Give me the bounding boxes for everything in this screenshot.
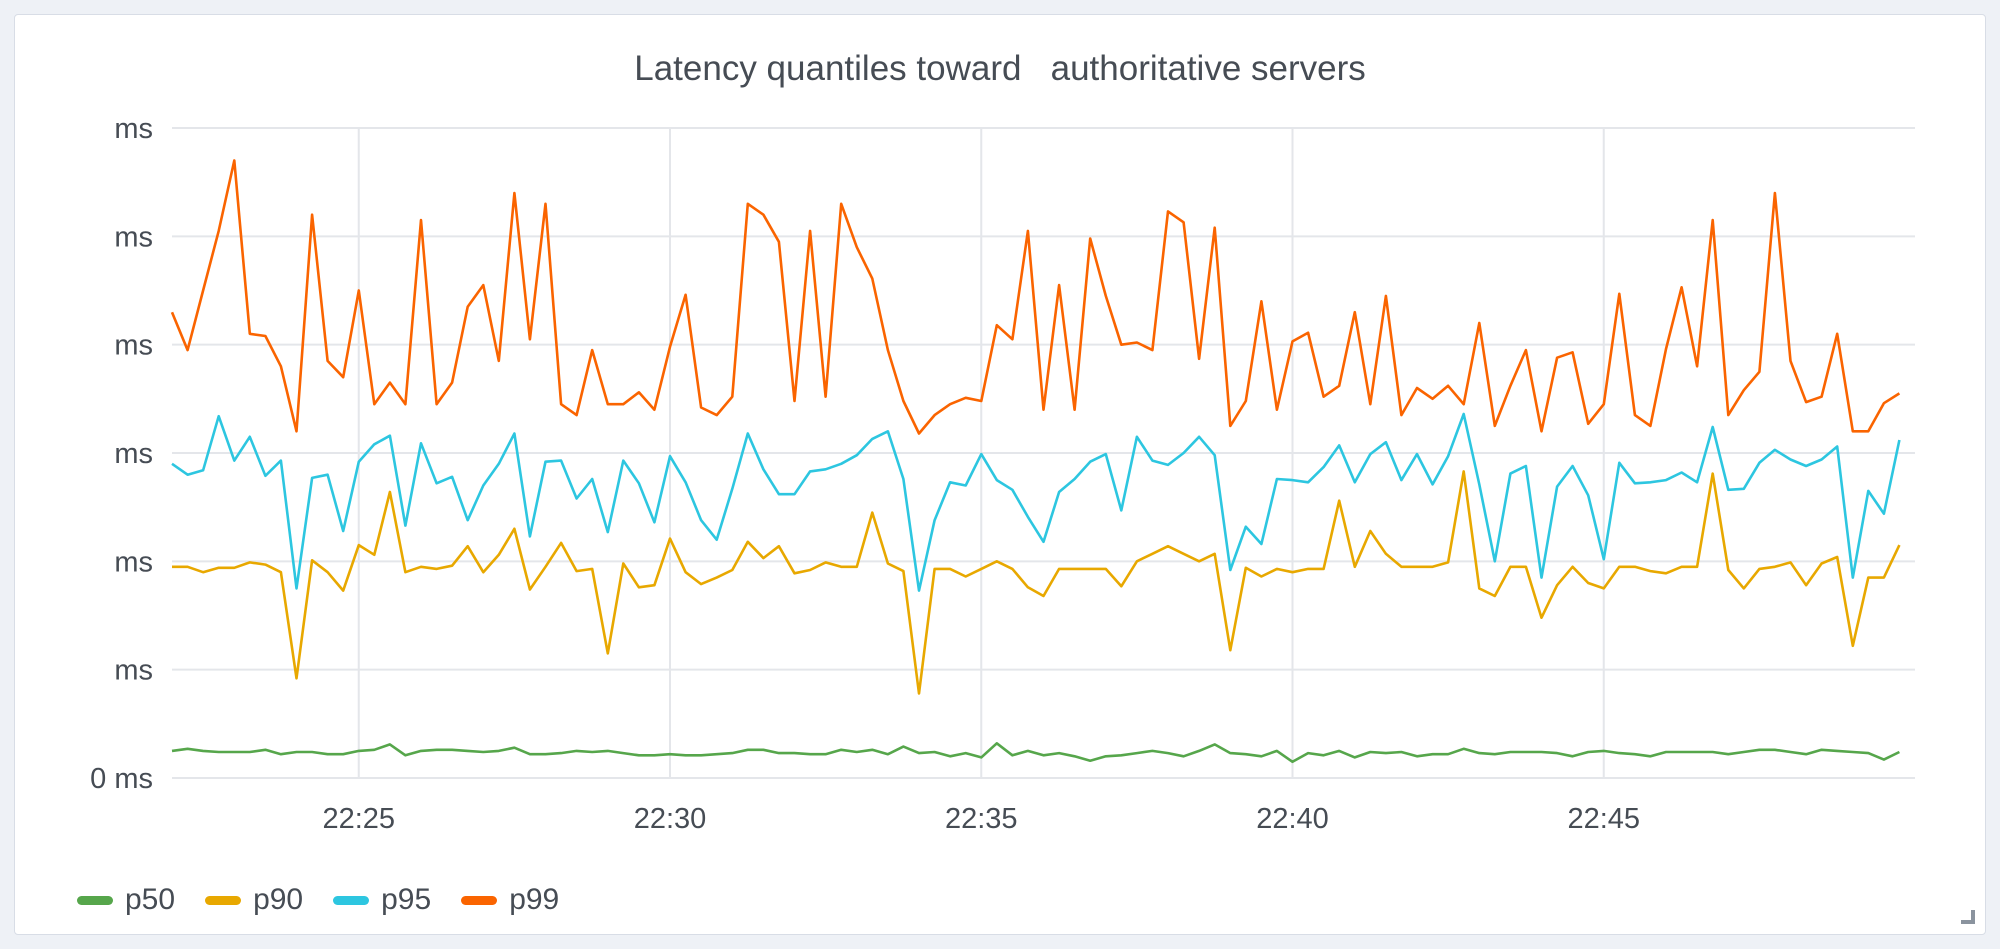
chart-title: Latency quantiles toward authoritative s…	[634, 49, 1366, 88]
y-axis: 0 ms ms ms ms ms ms ms	[90, 113, 153, 795]
resize-handle-icon[interactable]	[1961, 910, 1975, 924]
legend-item-p95[interactable]: p95	[333, 883, 431, 917]
chart-panel: Latency quantiles toward authoritative s…	[14, 14, 1986, 935]
grid-lines	[172, 127, 1915, 779]
legend-item-p99[interactable]: p99	[461, 883, 559, 917]
legend-label: p90	[253, 883, 304, 916]
y-tick-label: ms	[114, 221, 153, 253]
legend-item-p90[interactable]: p90	[205, 883, 303, 917]
legend-swatch	[77, 895, 113, 905]
x-tick-label: 22:25	[322, 803, 395, 835]
legend-swatch	[333, 895, 370, 905]
legend-item-p50[interactable]: p50	[77, 883, 175, 917]
y-tick-label: ms	[114, 546, 153, 578]
y-tick-label: ms	[114, 438, 153, 470]
series-line-p99	[170, 159, 1901, 435]
series-line-p50	[171, 741, 1900, 764]
x-tick-label: 22:30	[634, 803, 707, 835]
x-tick-label: 22:40	[1256, 803, 1329, 835]
legend: p50 p90 p95 p99	[77, 883, 589, 917]
series-lines	[170, 159, 1901, 764]
legend-swatch	[461, 895, 498, 905]
legend-label: p95	[381, 883, 432, 916]
y-tick-label: ms	[114, 655, 153, 687]
series-line-p95	[171, 412, 1901, 592]
legend-swatch	[205, 895, 242, 905]
y-tick-label: ms	[114, 330, 153, 362]
y-tick-label: ms	[114, 113, 153, 145]
x-axis: 22:25 22:30 22:35 22:40 22:45	[322, 803, 1640, 835]
legend-label: p99	[509, 883, 560, 916]
x-tick-label: 22:45	[1567, 803, 1640, 835]
y-tick-label: 0 ms	[90, 763, 153, 795]
x-tick-label: 22:35	[945, 803, 1018, 835]
legend-label: p50	[125, 883, 176, 916]
series-line-p90	[172, 470, 1901, 695]
